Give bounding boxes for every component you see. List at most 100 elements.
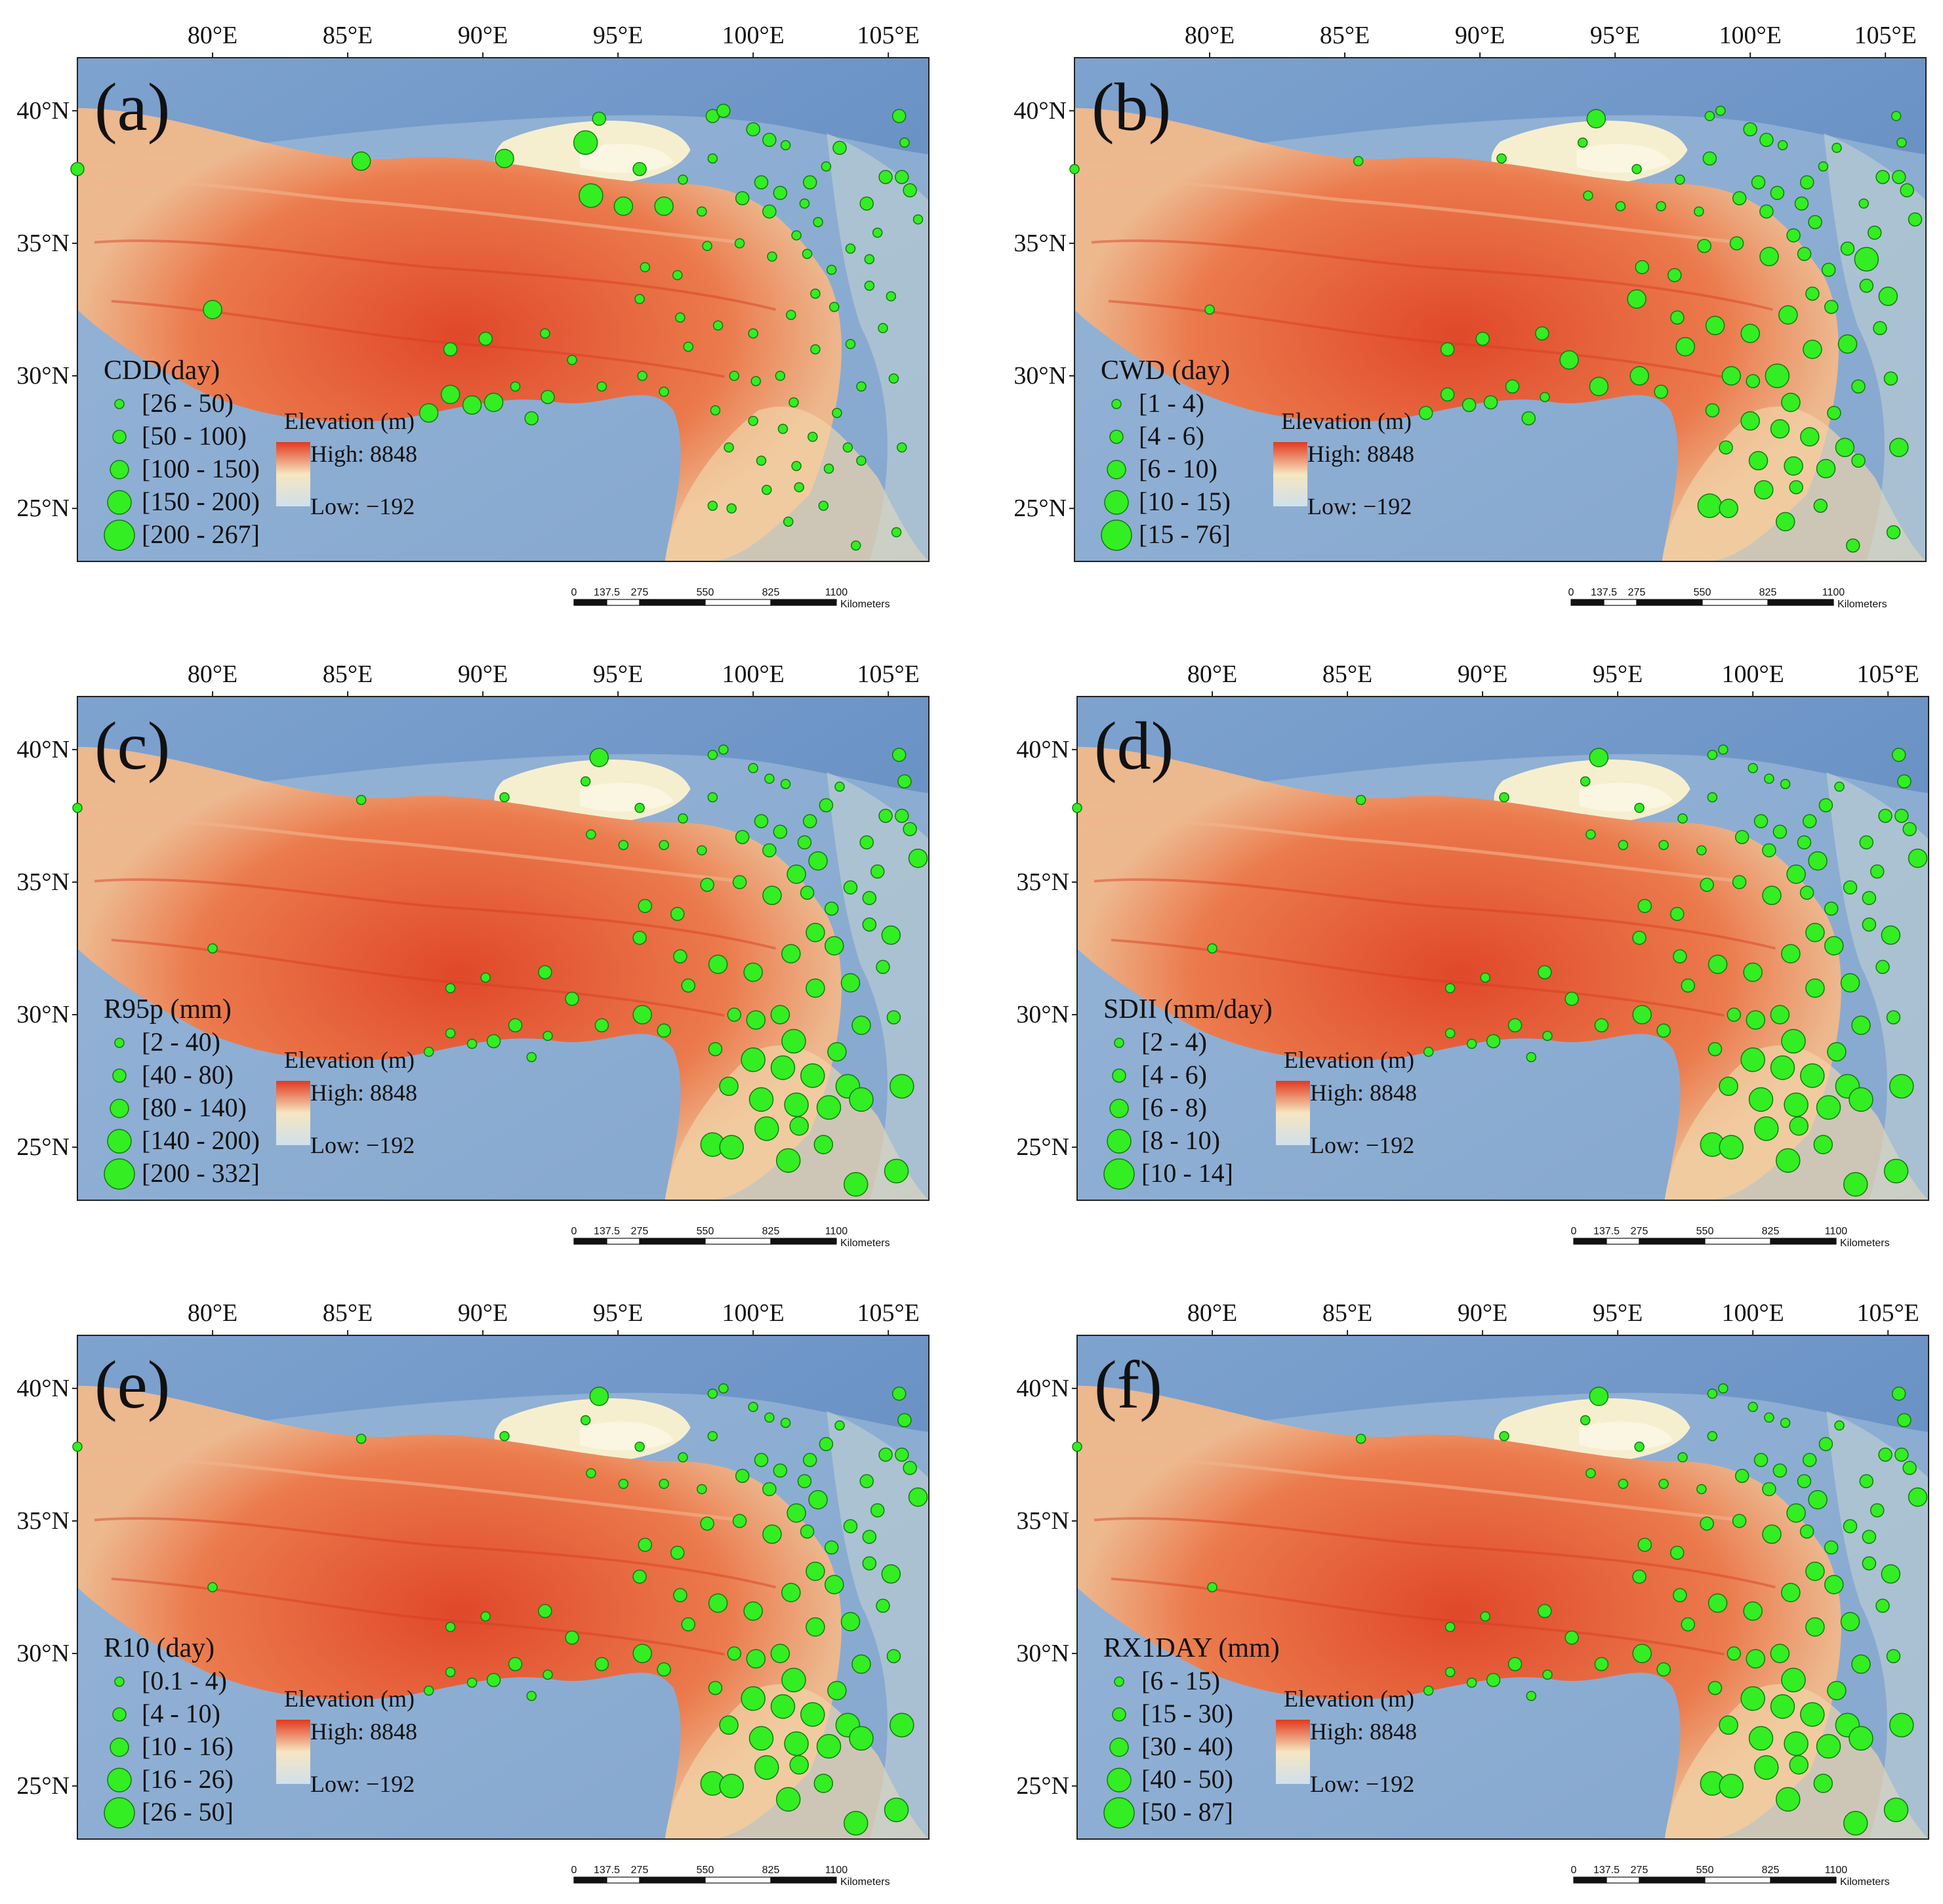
station-marker xyxy=(1878,1448,1892,1462)
legend-class-label: [40 - 50) xyxy=(1141,1764,1233,1794)
legend-symbol xyxy=(1103,1797,1135,1829)
lon-tick-label: 80°E xyxy=(1187,1299,1237,1327)
legend-class-label: [1 - 4) xyxy=(1139,388,1204,418)
station-marker xyxy=(1840,1611,1860,1632)
station-marker xyxy=(890,1074,914,1099)
scale-bar-segment xyxy=(1603,599,1637,606)
station-marker xyxy=(788,397,799,408)
scale-bar-segment xyxy=(1570,599,1605,606)
lon-tick-label: 95°E xyxy=(593,660,643,688)
station-marker xyxy=(419,403,439,423)
station-marker xyxy=(764,1412,775,1423)
station-marker xyxy=(1805,1561,1825,1581)
station-marker xyxy=(826,264,837,275)
station-marker xyxy=(1827,1680,1847,1701)
station-marker xyxy=(1727,1646,1742,1661)
index-legend: R95p (mm)[2 - 40) [40 - 80) [80 - 140) [140… xyxy=(104,994,260,1190)
lon-tick-label: 90°E xyxy=(1458,1299,1507,1327)
station-marker xyxy=(1762,1524,1782,1544)
station-marker xyxy=(719,1076,739,1096)
legend-class-label: [0.1 - 4) xyxy=(142,1666,227,1695)
station-layer xyxy=(1069,106,1923,553)
station-marker xyxy=(780,1417,791,1428)
station-layer xyxy=(72,1383,928,1836)
station-marker xyxy=(1681,1617,1696,1632)
station-marker xyxy=(708,1042,723,1057)
station-marker xyxy=(824,901,839,916)
station-marker xyxy=(634,294,645,304)
station-marker xyxy=(1770,1644,1790,1663)
station-marker xyxy=(1670,906,1685,922)
station-marker xyxy=(1902,822,1917,836)
station-marker xyxy=(1759,247,1779,266)
station-marker xyxy=(1784,1731,1809,1756)
station-marker xyxy=(573,130,598,155)
station-marker xyxy=(775,1148,801,1173)
station-marker xyxy=(710,405,721,416)
station-marker xyxy=(1746,374,1761,388)
station-marker xyxy=(659,1478,669,1489)
scale-bar-segment xyxy=(1767,599,1834,606)
elevation-legend-title: Elevation (m) xyxy=(284,1686,415,1712)
station-marker xyxy=(1878,809,1892,823)
station-marker xyxy=(1870,864,1885,879)
station-marker xyxy=(748,1402,758,1412)
legend-class-label: [140 - 200) xyxy=(142,1125,260,1155)
station-marker xyxy=(1585,1468,1596,1478)
station-marker xyxy=(884,1158,909,1184)
station-marker xyxy=(1813,498,1828,513)
scale-bar-tick-label: 825 xyxy=(762,587,780,598)
legend-class-label: [100 - 150) xyxy=(142,454,260,483)
station-marker xyxy=(1681,978,1696,993)
lat-tick-label: 25°N xyxy=(16,1133,70,1161)
lon-tick-label: 100°E xyxy=(1719,22,1781,49)
station-marker xyxy=(1743,1601,1763,1621)
station-marker xyxy=(862,891,877,905)
lat-tick-label: 30°N xyxy=(16,1001,70,1028)
station-marker xyxy=(440,384,460,405)
station-marker xyxy=(1694,206,1704,217)
station-marker xyxy=(1862,1556,1877,1571)
station-marker xyxy=(1805,1617,1825,1637)
station-marker xyxy=(1849,1726,1873,1751)
station-marker xyxy=(849,1087,874,1112)
scale-bar-unit: Kilometers xyxy=(1840,1876,1890,1888)
station-marker xyxy=(1675,174,1685,185)
elevation-legend: Elevation (m) High: 8848 Low: −192 xyxy=(1276,1047,1417,1158)
legend-class-label: [16 - 26) xyxy=(142,1764,234,1794)
station-marker xyxy=(1764,773,1774,784)
station-marker xyxy=(1862,1529,1877,1544)
scale-bar-segment xyxy=(770,1876,837,1884)
scale-bar-tick-label: 825 xyxy=(762,1226,780,1237)
station-marker xyxy=(1862,891,1877,905)
station-marker xyxy=(842,442,853,453)
scale-bar-unit: Kilometers xyxy=(840,1238,890,1249)
station-marker xyxy=(1805,922,1825,942)
station-marker xyxy=(1486,1034,1501,1049)
scale-bar-segment xyxy=(573,1238,607,1245)
station-marker xyxy=(1759,204,1774,219)
station-marker xyxy=(589,1387,609,1406)
station-marker xyxy=(1867,226,1882,240)
station-marker xyxy=(1721,366,1742,386)
station-marker xyxy=(754,175,769,190)
legend-class-label: [30 - 40) xyxy=(1141,1732,1233,1761)
station-marker xyxy=(1781,944,1801,963)
station-marker xyxy=(1705,315,1725,336)
station-marker xyxy=(719,1135,744,1160)
station-marker xyxy=(594,1018,609,1032)
station-marker xyxy=(613,196,634,216)
station-marker xyxy=(724,442,734,453)
legend-symbol xyxy=(1109,430,1124,444)
station-marker xyxy=(876,960,890,975)
station-marker xyxy=(899,137,910,148)
station-marker xyxy=(800,1063,825,1088)
lat-tick-label: 40°N xyxy=(16,97,70,125)
elevation-legend: Elevation (m) High: 8848 Low: −192 xyxy=(276,1047,417,1158)
station-marker xyxy=(908,848,928,868)
station-marker xyxy=(1719,1715,1738,1735)
station-marker xyxy=(586,1468,596,1478)
station-marker xyxy=(870,1503,885,1518)
